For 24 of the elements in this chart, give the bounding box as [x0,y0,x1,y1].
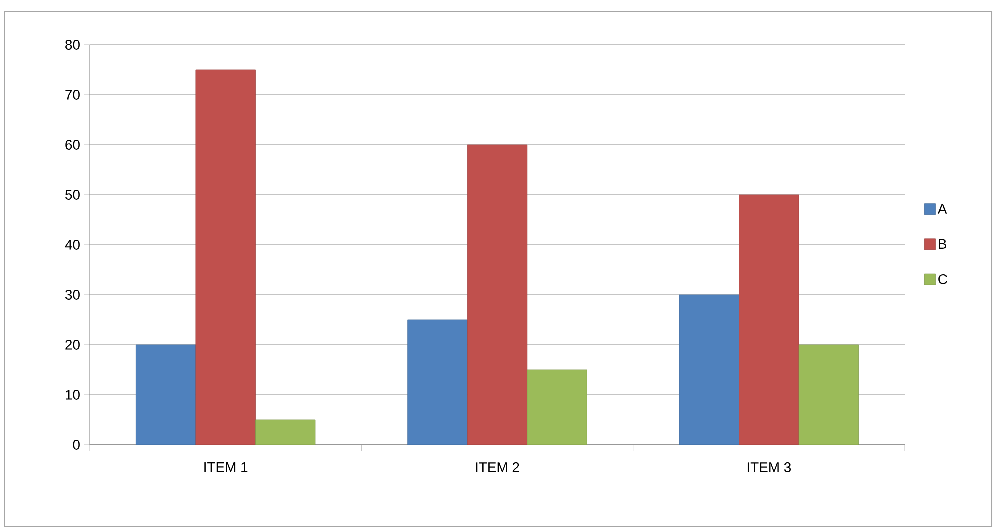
legend-label: C [938,274,948,284]
legend-label: A [938,204,948,214]
y-tick-label: 80 [66,40,80,50]
y-tick-label: 20 [66,340,80,350]
x-tick-label: ITEM 1 [204,462,248,472]
bar [527,370,588,445]
y-tick-label: 30 [65,290,80,300]
bar [679,294,740,445]
y-tick-label: 10 [66,390,80,400]
y-tick-label: 60 [66,140,80,150]
bar [739,194,800,445]
legend-label: B [939,239,946,249]
y-tick-label: 50 [66,190,80,200]
y-tick-label: 40 [65,240,80,250]
bar [467,144,528,445]
bar [196,70,256,445]
y-tick-label: 70 [66,90,80,100]
y-tick-label: 0 [73,440,80,450]
bar [136,344,196,445]
bar [408,320,468,445]
bar [256,420,316,445]
x-tick-label: ITEM 2 [476,462,520,472]
x-tick-label: ITEM 3 [748,462,792,472]
bar [798,344,860,445]
